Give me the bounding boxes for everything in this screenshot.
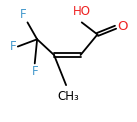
- Text: O: O: [117, 20, 128, 33]
- Text: F: F: [20, 8, 26, 21]
- Text: F: F: [9, 40, 16, 53]
- Text: F: F: [32, 65, 39, 78]
- Text: CH₃: CH₃: [58, 90, 79, 103]
- Text: HO: HO: [73, 5, 91, 18]
